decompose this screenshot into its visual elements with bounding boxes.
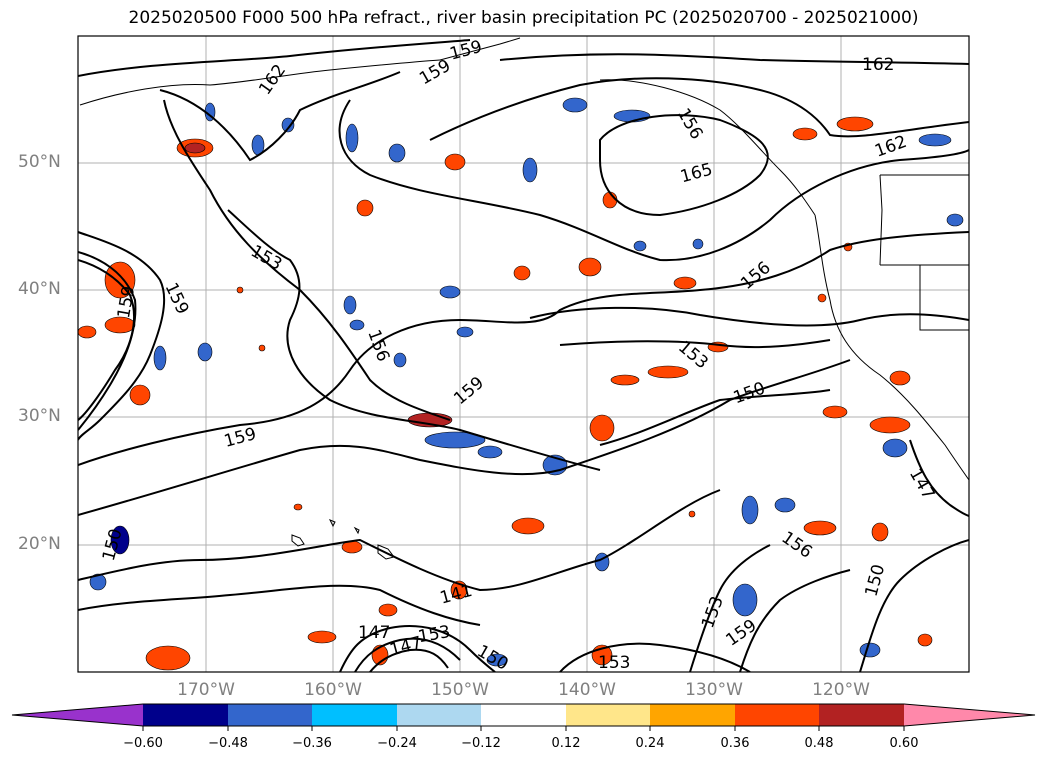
chart-title: 2025020500 F000 500 hPa refract., river …: [128, 8, 919, 28]
lat-label: 30°N: [18, 406, 61, 426]
colorbar-bin: [228, 704, 312, 726]
lon-label: 130°W: [685, 680, 743, 700]
colorbar-tick: 0.36: [720, 736, 750, 751]
colorbar-bin: [143, 704, 228, 726]
lat-label: 40°N: [18, 279, 61, 299]
contour-label: 153: [598, 653, 630, 673]
colorbar-tick: 0.12: [551, 736, 581, 751]
lon-label: 150°W: [431, 680, 489, 700]
colorbar-extend-min: [12, 704, 143, 726]
lat-label: 20°N: [18, 534, 61, 554]
colorbar-tick: −0.12: [461, 736, 501, 751]
map-frame: [77, 35, 970, 673]
lon-label: 160°W: [304, 680, 362, 700]
colorbar-tick: 0.48: [804, 736, 834, 751]
colorbar-bin: [397, 704, 481, 726]
refractivity-contours: [78, 39, 969, 672]
lon-label: 140°W: [558, 680, 616, 700]
colorbar-bin: [566, 704, 650, 726]
lon-label: 170°W: [177, 680, 235, 700]
lat-label: 50°N: [18, 152, 61, 172]
contour-label: 147: [358, 623, 390, 643]
colorbar-tick: −0.48: [208, 736, 248, 751]
coastline: [79, 37, 969, 560]
colorbar-tick: −0.60: [123, 736, 163, 751]
colorbar-tick: −0.24: [377, 736, 417, 751]
colorbar-bin: [735, 704, 819, 726]
colorbar-tick: 0.24: [635, 736, 665, 751]
colorbar-tick: −0.36: [292, 736, 332, 751]
colorbar-bin: [312, 704, 397, 726]
map-layer: 162 159 159 162 165 162 153 159 156 156 …: [78, 36, 969, 673]
colorbar-tick: 0.60: [889, 736, 919, 751]
colorbar-extend-max: [904, 704, 1035, 726]
contour-label: 162: [862, 55, 894, 75]
colorbar-bin: [481, 704, 566, 726]
lon-label: 120°W: [812, 680, 870, 700]
colorbar-bin: [819, 704, 904, 726]
colorbar: [11, 703, 1036, 731]
precip-blobs: [78, 97, 964, 671]
colorbar-bin: [650, 704, 735, 726]
